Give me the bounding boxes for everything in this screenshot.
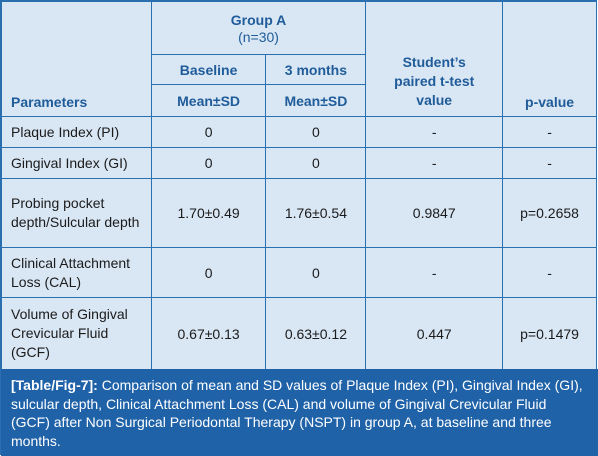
baseline-cell: 0 <box>150 116 267 148</box>
pvalue-cell: - <box>502 247 597 298</box>
baseline-cell: 1.70±0.49 <box>150 178 267 248</box>
ttest-cell: - <box>365 147 504 179</box>
header-group-n: (n=30) <box>238 28 279 45</box>
pvalue-cell: - <box>502 147 597 179</box>
data-table: Parameters Group A (n=30) Student’s pair… <box>1 1 597 370</box>
param-cell: Probing pocket depth/Sulcular depth <box>1 178 152 248</box>
header-parameters: Parameters <box>1 1 152 117</box>
ttest-cell: - <box>365 247 504 298</box>
pvalue-cell: p=0.2658 <box>502 178 597 248</box>
ttest-cell: 0.9847 <box>365 178 504 248</box>
header-baseline: Baseline <box>150 54 267 85</box>
months3-cell: 1.76±0.54 <box>265 178 367 248</box>
header-mean-sd-baseline: Mean±SD <box>150 84 267 117</box>
months3-cell: 0 <box>265 247 367 298</box>
pvalue-cell: p=0.1479 <box>502 297 597 370</box>
caption-text: Comparison of mean and SD values of Plaq… <box>11 377 583 449</box>
param-cell: Clinical Attachment Loss (CAL) <box>1 247 152 298</box>
table-caption: [Table/Fig-7]: Comparison of mean and SD… <box>1 369 598 456</box>
table-row: Volume of Gingival Crevicular Fluid (GCF… <box>1 297 597 370</box>
table-row: Clinical Attachment Loss (CAL) 0 0 - - <box>1 247 597 298</box>
baseline-cell: 0.67±0.13 <box>150 297 267 370</box>
months3-cell: 0.63±0.12 <box>265 297 367 370</box>
header-mean-sd-3-months: Mean±SD <box>265 84 367 117</box>
param-cell: Volume of Gingival Crevicular Fluid (GCF… <box>1 297 152 370</box>
header-3-months: 3 months <box>265 54 367 85</box>
caption-label: [Table/Fig-7]: <box>11 377 98 393</box>
table-row: Probing pocket depth/Sulcular depth 1.70… <box>1 178 597 248</box>
months3-cell: 0 <box>265 116 367 148</box>
header-pvalue: p-value <box>502 1 597 117</box>
table-row: Plaque Index (PI) 0 0 - - <box>1 116 597 148</box>
header-group-name: Group A <box>230 11 287 28</box>
ttest-cell: 0.447 <box>365 297 504 370</box>
baseline-cell: 0 <box>150 247 267 298</box>
ttest-cell: - <box>365 116 504 148</box>
header-ttest: Student’s paired t-test value <box>365 1 504 117</box>
param-cell: Gingival Index (GI) <box>1 147 152 179</box>
param-cell: Plaque Index (PI) <box>1 116 152 148</box>
pvalue-cell: - <box>502 116 597 148</box>
table-row: Gingival Index (GI) 0 0 - - <box>1 147 597 179</box>
header-group: Group A (n=30) <box>150 1 367 55</box>
months3-cell: 0 <box>265 147 367 179</box>
baseline-cell: 0 <box>150 147 267 179</box>
